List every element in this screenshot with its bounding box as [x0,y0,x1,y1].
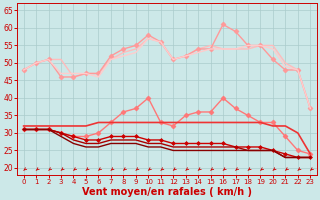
X-axis label: Vent moyen/en rafales ( km/h ): Vent moyen/en rafales ( km/h ) [82,187,252,197]
